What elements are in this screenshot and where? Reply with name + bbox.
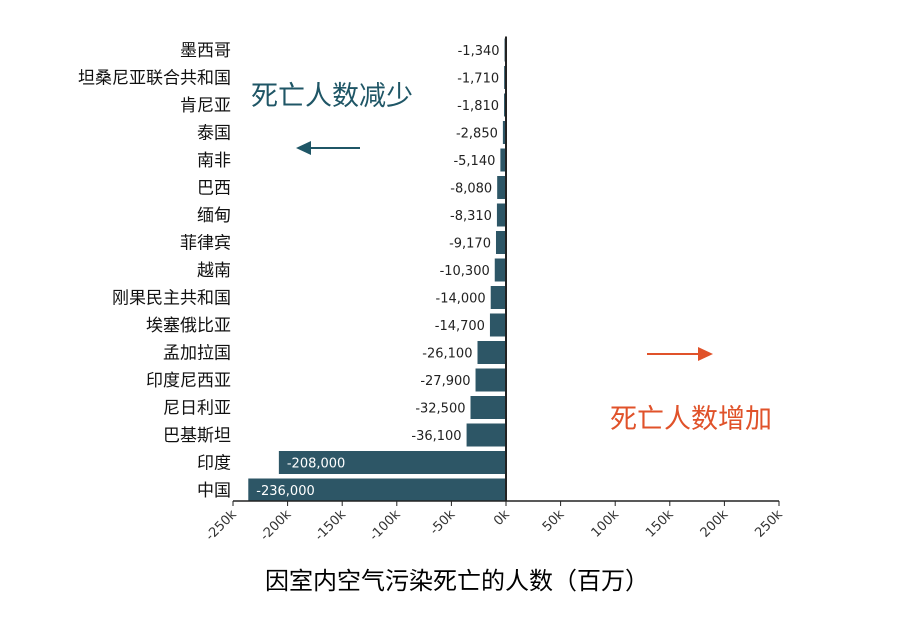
category-label: 孟加拉国 bbox=[163, 344, 231, 364]
value-label: -208,000 bbox=[287, 457, 345, 472]
value-label: -10,300 bbox=[440, 264, 490, 279]
value-label: -14,700 bbox=[435, 319, 485, 334]
bar-12 bbox=[475, 368, 506, 392]
category-label: 巴西 bbox=[197, 179, 231, 199]
value-label: -9,170 bbox=[449, 237, 491, 252]
x-tick-label: 150k bbox=[643, 507, 677, 541]
annotation-decrease: 死亡人数减少 bbox=[251, 81, 413, 112]
x-tick-label: -250k bbox=[203, 507, 240, 544]
value-label: -32,500 bbox=[415, 402, 465, 417]
x-tick-label: 0k bbox=[491, 507, 513, 529]
x-tick-label: -50k bbox=[427, 507, 458, 538]
category-label: 墨西哥 bbox=[180, 41, 231, 61]
value-label: -2,850 bbox=[456, 127, 498, 142]
bar-13 bbox=[470, 396, 506, 419]
value-label: -1,810 bbox=[457, 99, 499, 114]
category-label: 中国 bbox=[197, 481, 231, 501]
value-label: -26,100 bbox=[422, 347, 472, 362]
bar-14 bbox=[466, 423, 506, 447]
value-label: -14,000 bbox=[436, 292, 486, 307]
category-label: 刚果民主共和国 bbox=[112, 289, 231, 309]
bar-5 bbox=[497, 176, 506, 199]
x-tick-label: 100k bbox=[589, 507, 623, 541]
right-arrow-icon bbox=[647, 347, 713, 361]
value-label: -36,100 bbox=[411, 429, 461, 444]
value-label: -236,000 bbox=[256, 484, 314, 499]
category-label: 南非 bbox=[197, 151, 231, 171]
category-label: 巴基斯坦 bbox=[163, 426, 231, 446]
x-tick-label: 50k bbox=[540, 507, 568, 535]
x-tick-label: -150k bbox=[312, 507, 349, 544]
category-label: 印度 bbox=[197, 454, 231, 474]
bar-6 bbox=[496, 203, 506, 227]
value-label: -1,340 bbox=[458, 44, 500, 59]
bar-9 bbox=[490, 286, 506, 309]
category-label: 埃塞俄比亚 bbox=[146, 316, 231, 336]
bar-15 bbox=[278, 451, 506, 474]
bar-11 bbox=[477, 341, 506, 364]
category-label: 缅甸 bbox=[197, 206, 231, 226]
bar-4 bbox=[500, 148, 506, 172]
x-tick-label: 200k bbox=[698, 507, 732, 541]
value-label: -27,900 bbox=[420, 374, 470, 389]
bar-16 bbox=[248, 478, 506, 502]
category-label: 肯尼亚 bbox=[180, 96, 231, 116]
bar-10 bbox=[489, 313, 506, 337]
left-arrow-icon bbox=[296, 141, 360, 155]
value-label: -8,080 bbox=[450, 182, 492, 197]
category-label: 坦桑尼亚联合共和国 bbox=[78, 69, 231, 89]
annotation-increase: 死亡人数增加 bbox=[610, 404, 772, 435]
category-label: 越南 bbox=[197, 261, 231, 281]
x-tick-label: 250k bbox=[752, 507, 786, 541]
bar-7 bbox=[495, 231, 506, 254]
category-label: 尼日利亚 bbox=[163, 399, 231, 419]
value-label: -8,310 bbox=[450, 209, 492, 224]
x-tick-label: -200k bbox=[258, 507, 295, 544]
value-label: -5,140 bbox=[453, 154, 495, 169]
labels-layer: 墨西哥 -1,340 坦桑尼亚联合共和国 -1,710 肯尼亚 -1,810 泰国 -2,85… bbox=[78, 41, 500, 501]
category-label: 菲律宾 bbox=[180, 234, 231, 254]
category-label: 泰国 bbox=[197, 124, 231, 144]
bar-8 bbox=[494, 258, 506, 282]
category-label: 印度尼西亚 bbox=[146, 371, 231, 391]
bars-layer bbox=[248, 38, 506, 502]
x-tick-label: -100k bbox=[367, 507, 404, 544]
x-axis-title: 因室内空气污染死亡的人数（百万） bbox=[265, 567, 649, 595]
bar-3 bbox=[502, 121, 506, 144]
value-label: -1,710 bbox=[457, 72, 499, 87]
